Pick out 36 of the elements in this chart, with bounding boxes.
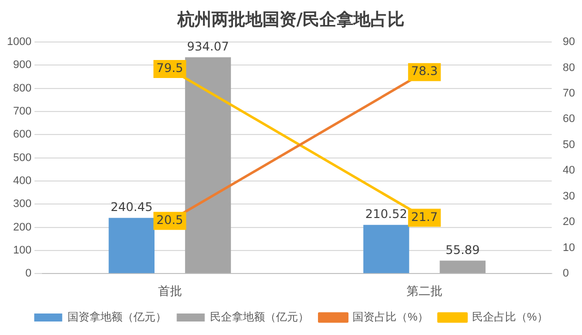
bar: [108, 218, 155, 274]
y-tick-label: 200: [13, 221, 32, 234]
y-tick-label: 900: [13, 59, 32, 72]
x-tick-label: 第二批: [406, 284, 442, 298]
bar: [363, 224, 410, 274]
y2-tick-label: 60: [562, 113, 576, 126]
legend-label: 国资占比（%）: [352, 310, 428, 324]
chart-title: 杭州两批地国资/民企拿地占比: [176, 9, 406, 32]
data-label: 934.07: [186, 39, 229, 54]
y-tick-label: 700: [13, 106, 32, 118]
data-label: 210.52: [365, 206, 408, 221]
legend-label: 国资拿地额（亿元）: [68, 310, 167, 324]
data-label: 240.45: [110, 200, 153, 214]
legend-label: 民企拿地额（亿元）: [210, 310, 310, 324]
y-tick-label: 600: [13, 128, 32, 141]
bar: [185, 57, 231, 274]
y2-tick-label: 30: [562, 190, 576, 202]
y2-tick-label: 80: [562, 62, 576, 74]
x-tick-label: 首批: [158, 284, 182, 298]
y2-tick-label: 90: [562, 36, 576, 48]
bar: [440, 260, 486, 274]
y-tick-label: 0: [25, 268, 32, 280]
y2-tick-label: 20: [562, 216, 576, 228]
y-tick-label: 300: [13, 198, 32, 210]
y-tick-label: 500: [13, 152, 32, 164]
y2-tick-label: 50: [562, 138, 576, 151]
y-tick-label: 400: [13, 174, 32, 187]
y-tick-label: 100: [13, 244, 32, 256]
y2-tick-label: 0: [562, 268, 569, 280]
data-label: 55.89: [445, 242, 480, 257]
y2-tick-label: 10: [562, 242, 576, 254]
y2-tick-label: 40: [562, 164, 576, 177]
y2-tick-label: 70: [562, 88, 576, 100]
y-tick-label: 800: [13, 82, 32, 94]
legend-label: 民企占比（%）: [472, 310, 548, 324]
y-tick-label: 1000: [6, 36, 32, 48]
